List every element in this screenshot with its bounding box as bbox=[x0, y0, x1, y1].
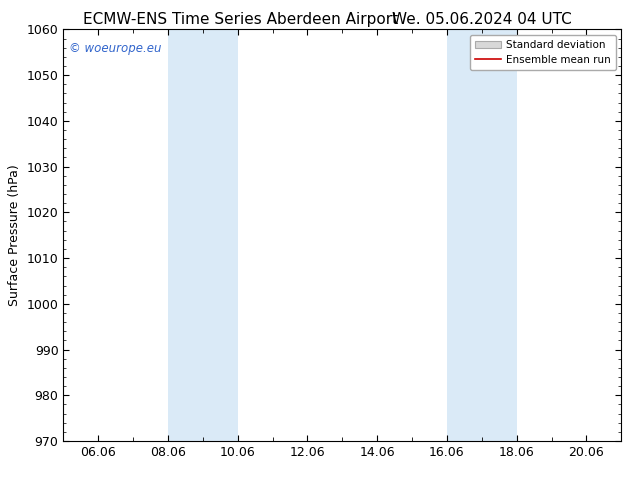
Text: We. 05.06.2024 04 UTC: We. 05.06.2024 04 UTC bbox=[392, 12, 572, 27]
Bar bbox=[168, 29, 238, 441]
Text: ECMW-ENS Time Series Aberdeen Airport: ECMW-ENS Time Series Aberdeen Airport bbox=[83, 12, 399, 27]
Bar bbox=[447, 29, 517, 441]
Text: © woeurope.eu: © woeurope.eu bbox=[69, 42, 162, 55]
Y-axis label: Surface Pressure (hPa): Surface Pressure (hPa) bbox=[8, 164, 21, 306]
Legend: Standard deviation, Ensemble mean run: Standard deviation, Ensemble mean run bbox=[470, 35, 616, 70]
